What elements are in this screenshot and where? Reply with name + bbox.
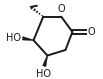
Text: HO: HO (36, 69, 51, 79)
Text: O: O (88, 27, 95, 37)
Text: O: O (57, 4, 65, 14)
Text: HO: HO (6, 33, 21, 43)
Polygon shape (43, 55, 48, 67)
Polygon shape (22, 37, 34, 41)
